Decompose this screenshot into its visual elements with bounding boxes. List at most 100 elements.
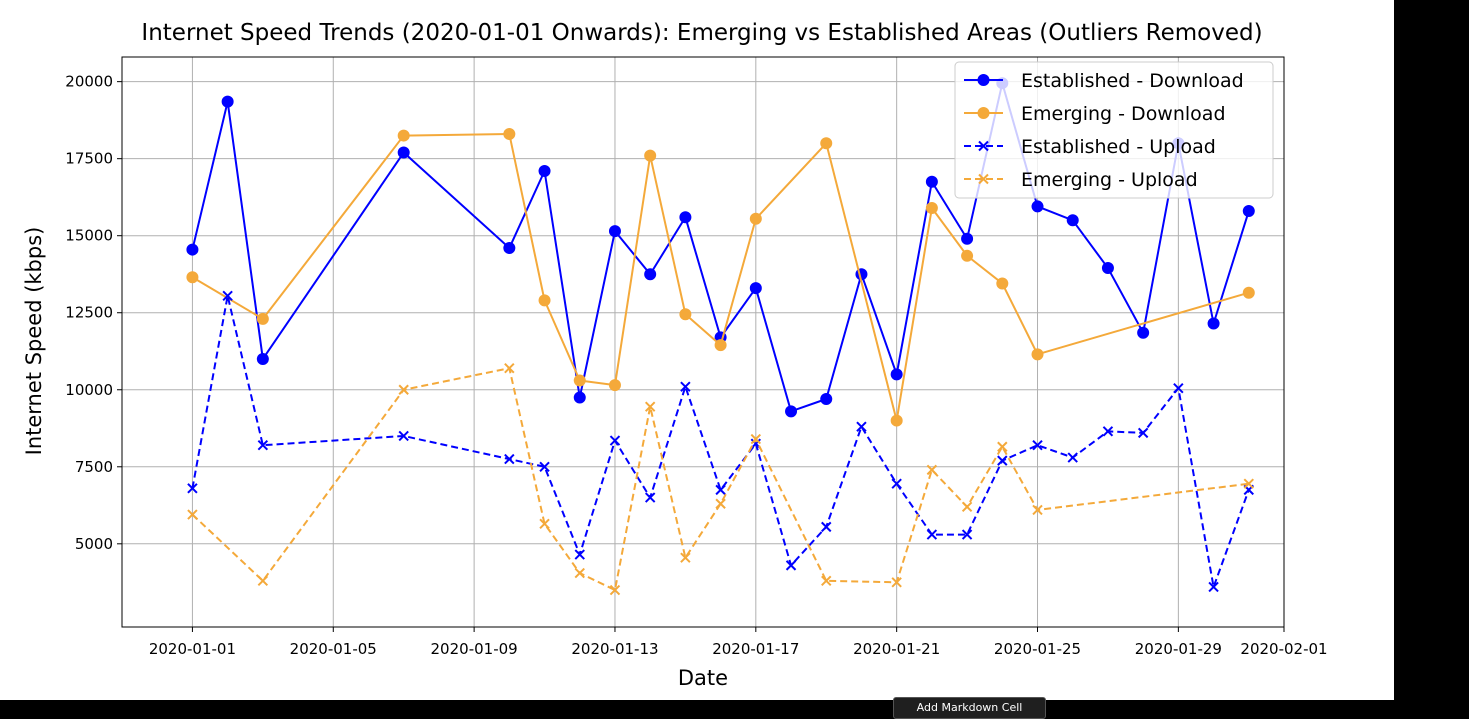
legend-label: Established - Download (1021, 70, 1244, 92)
data-point (1032, 440, 1043, 451)
series-line (191, 133, 1250, 422)
gridlines (122, 57, 1285, 627)
x-tick-label: 2020-01-17 (712, 640, 799, 658)
data-point (608, 379, 621, 392)
data-point (609, 435, 621, 446)
data-point (186, 271, 199, 284)
data-point (574, 549, 585, 560)
data-point (891, 577, 902, 588)
data-point (997, 441, 1008, 452)
data-point (996, 277, 1009, 290)
data-point (925, 201, 938, 214)
data-point (1243, 478, 1254, 489)
legend: Established - Download Emerging - Downloa… (954, 61, 1274, 199)
data-point (504, 362, 515, 374)
series-emerging-upload (187, 362, 1254, 596)
data-point (256, 352, 269, 365)
data-point (573, 374, 586, 387)
line-chart: Internet Speed Trends (2020-01-01 Onward… (22, 20, 1328, 690)
y-tick-label: 7500 (75, 458, 113, 476)
data-point (187, 509, 198, 520)
data-point (397, 129, 410, 142)
data-point (890, 414, 903, 427)
data-point (750, 433, 762, 445)
series-line (191, 82, 1250, 413)
data-point (503, 128, 516, 141)
data-point (1066, 214, 1079, 227)
series-line (191, 367, 1249, 592)
data-point (257, 575, 269, 586)
data-point (1208, 581, 1219, 593)
data-point (1031, 348, 1044, 361)
x-tick-label: 2020-01-25 (994, 640, 1081, 658)
data-point (539, 518, 550, 529)
y-tick-label: 10000 (65, 381, 113, 399)
data-point (785, 405, 798, 418)
data-point (398, 384, 409, 395)
legend-marker (977, 74, 990, 86)
figure: Internet Speed Trends (2020-01-01 Onward… (0, 0, 1394, 700)
data-point (609, 584, 621, 596)
data-point (891, 478, 902, 489)
data-point (749, 212, 762, 225)
y-tick-label: 5000 (75, 535, 113, 553)
data-point (1207, 317, 1220, 330)
plot-area-frame (121, 56, 1285, 628)
data-point (926, 464, 938, 476)
data-point (644, 401, 656, 412)
legend-entry: Established - Download (964, 70, 1244, 92)
legend-marker (977, 107, 990, 119)
y-tick-label: 15000 (65, 227, 113, 245)
legend-label: Emerging - Upload (1021, 169, 1198, 191)
data-point (785, 560, 797, 571)
data-point (538, 165, 551, 177)
legend-entry: Established - Upload (964, 136, 1216, 158)
legend-entry: Emerging - Upload (964, 169, 1198, 191)
data-point (256, 312, 269, 325)
series-established-upload (187, 290, 1254, 593)
legend-box (954, 61, 1274, 199)
data-point (1032, 504, 1043, 516)
data-point (539, 461, 550, 472)
data-point (1173, 383, 1184, 394)
data-point (926, 529, 938, 540)
data-point (1102, 426, 1114, 437)
data-point (749, 282, 762, 295)
data-point (715, 498, 726, 509)
data-point (961, 249, 974, 262)
data-point (925, 175, 938, 188)
add-markdown-cell-tooltip: Add Markdown Cell (893, 697, 1046, 719)
data-point (1031, 200, 1044, 213)
data-point (714, 339, 727, 352)
data-point (573, 391, 586, 404)
data-point (680, 381, 691, 392)
data-point (997, 455, 1008, 466)
data-point (398, 430, 409, 442)
legend-label: Emerging - Download (1021, 103, 1226, 125)
x-tick-label: 2020-01-29 (1135, 640, 1222, 658)
chart-title: Internet Speed Trends (2020-01-01 Onward… (141, 20, 1262, 46)
data-point (890, 368, 903, 381)
data-point (608, 225, 621, 238)
data-point (1101, 262, 1114, 275)
y-tick-label: 20000 (65, 73, 113, 91)
x-tick-label: 2020-01-01 (149, 640, 236, 658)
legend-entry: Emerging - Download (964, 103, 1226, 125)
data-point (221, 95, 234, 108)
data-point (1137, 326, 1150, 339)
data-point (1067, 452, 1078, 463)
x-tick-label: 2020-01-09 (431, 640, 518, 658)
data-point (504, 453, 515, 465)
data-point (186, 243, 199, 256)
data-point (187, 483, 198, 494)
data-point (961, 232, 974, 245)
data-point (222, 290, 233, 301)
series-line (191, 294, 1250, 588)
y-axis-label: Internet Speed (kbps) (22, 227, 46, 456)
data-point (821, 575, 832, 586)
x-tick-label: 2020-01-05 (290, 640, 377, 658)
data-point (961, 501, 973, 513)
data-point (680, 552, 691, 563)
axis-ticks: 2020-01-01 2020-01-05 2020-01-09 2020-01-13… (65, 73, 1327, 658)
data-point (574, 567, 585, 579)
